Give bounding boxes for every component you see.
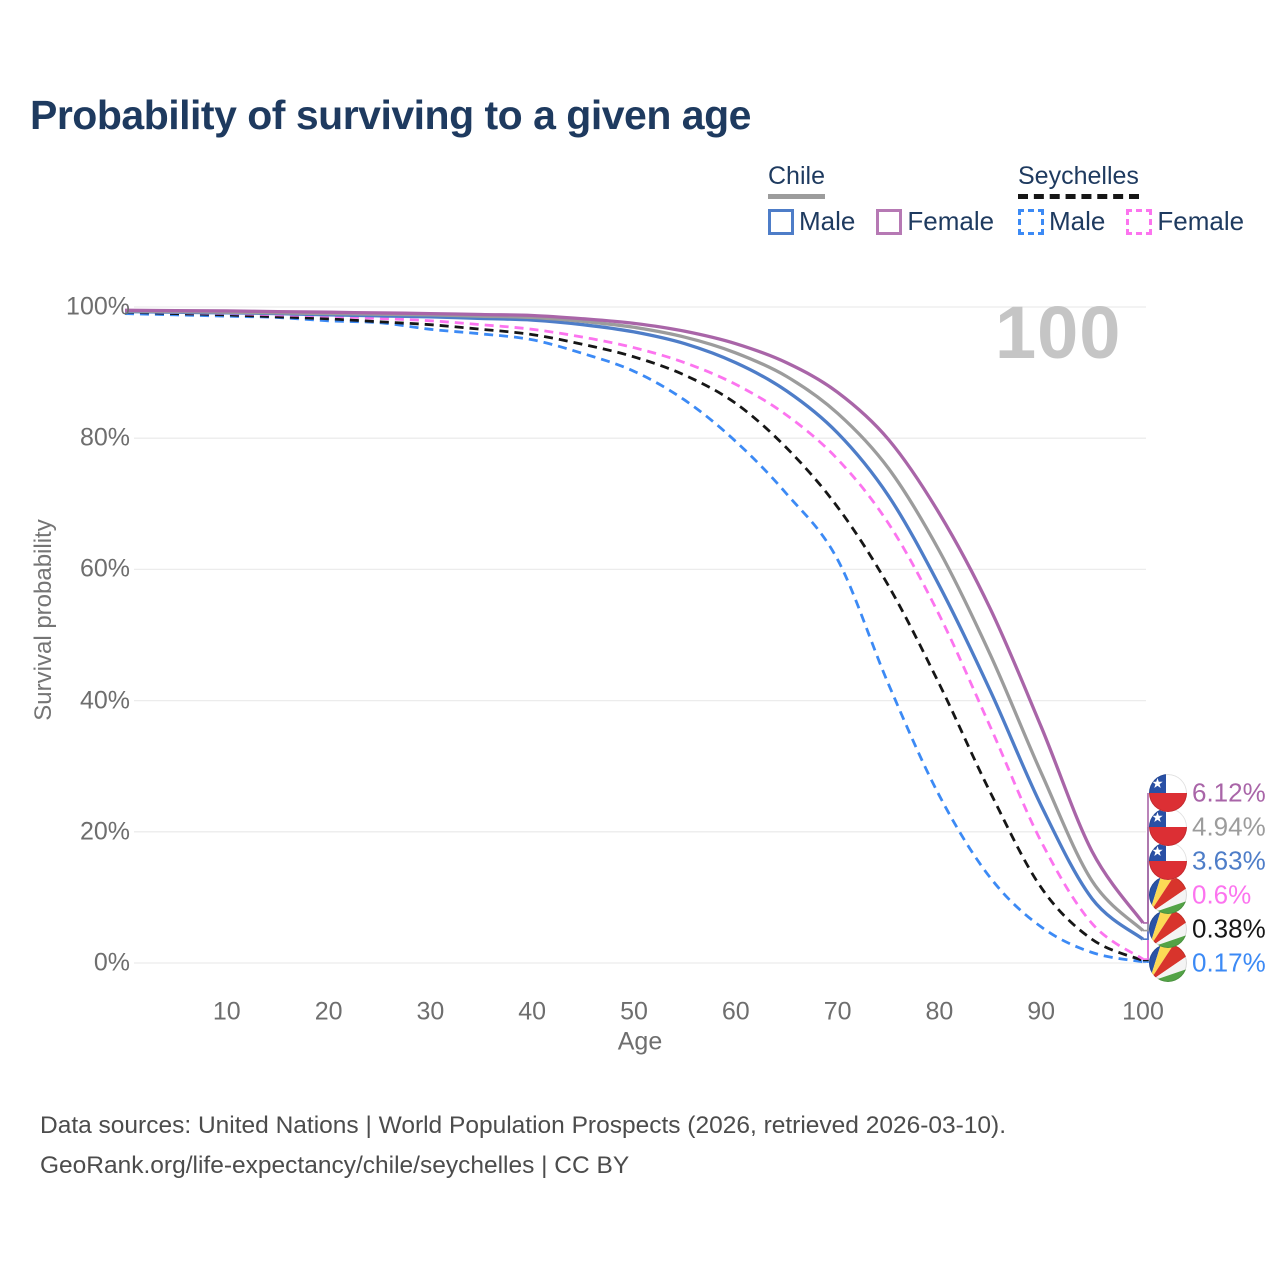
end-label-connector-chile-female — [1143, 793, 1149, 924]
y-tick-label-20: 20% — [79, 817, 130, 846]
legend-seychelles-title[interactable]: Seychelles — [1018, 162, 1139, 199]
legend-item-seychelles-male[interactable]: Male — [1018, 206, 1105, 237]
legend-chile-items: Male Female — [768, 206, 994, 237]
legend-checkbox-seychelles-female[interactable] — [1126, 208, 1153, 235]
x-tick-label-90: 90 — [1027, 997, 1056, 1026]
footer: Data sources: United Nations | World Pop… — [40, 1106, 1006, 1185]
y-tick-label-80: 80% — [79, 423, 130, 452]
legend-item-seychelles-female[interactable]: Female — [1126, 206, 1244, 237]
seychelles-flag-icon — [1149, 876, 1187, 914]
legend-checkbox-chile-male[interactable] — [768, 208, 794, 235]
end-value-label-seychelles-female: 0.6% — [1192, 879, 1252, 910]
x-tick-label-30: 30 — [416, 997, 445, 1026]
page-title: Probability of surviving to a given age — [30, 92, 751, 138]
x-tick-label-40: 40 — [518, 997, 547, 1026]
legend-seychelles-items: Male Female — [1018, 206, 1244, 237]
seychelles-flag-icon — [1149, 910, 1187, 948]
end-value-label-chile-female: 6.12% — [1192, 777, 1266, 808]
end-label-connector-seychelles-male — [1143, 961, 1149, 963]
legend-group-chile: Chile Male Female — [768, 162, 994, 237]
x-tick-label-10: 10 — [212, 997, 241, 1026]
legend-item-chile-male[interactable]: Male — [768, 206, 855, 237]
x-axis-title: Age — [617, 1027, 663, 1056]
legend-checkbox-chile-female[interactable] — [876, 208, 903, 235]
x-tick-label-80: 80 — [925, 997, 954, 1026]
end-value-label-seychelles-male: 0.17% — [1192, 947, 1266, 978]
x-tick-label-100: 100 — [1122, 997, 1164, 1026]
end-value-label-chile-all: 4.94% — [1192, 811, 1266, 842]
legend-label-seychelles-male: Male — [1049, 206, 1106, 236]
series-line-chile-female[interactable] — [124, 308, 1145, 924]
series-line-chile-male[interactable] — [124, 309, 1145, 941]
chile-flag-icon — [1149, 808, 1187, 846]
x-tick-label-70: 70 — [823, 997, 852, 1026]
y-tick-label-0: 0% — [93, 948, 130, 977]
x-tick-label-60: 60 — [721, 997, 750, 1026]
legend-group-seychelles: Seychelles Male Female — [1018, 162, 1244, 237]
legend-item-chile-female[interactable]: Female — [876, 206, 994, 237]
legend-label-chile-male: Male — [799, 206, 856, 236]
legend-label-chile-female: Female — [907, 206, 995, 236]
chile-flag-icon — [1149, 842, 1187, 880]
legend-chile-title[interactable]: Chile — [768, 162, 825, 199]
y-tick-label-40: 40% — [79, 686, 130, 715]
series-line-chile-all[interactable] — [124, 309, 1145, 932]
footer-attribution: GeoRank.org/life-expectancy/chile/seyche… — [40, 1151, 630, 1179]
series-line-seychelles-male[interactable] — [124, 312, 1144, 964]
chile-flag-icon — [1149, 774, 1187, 812]
end-value-label-chile-male: 3.63% — [1192, 845, 1266, 876]
series-line-seychelles-female[interactable] — [124, 310, 1144, 961]
seychelles-flag-icon — [1149, 944, 1187, 982]
series-line-seychelles-all[interactable] — [124, 310, 1144, 962]
x-tick-label-20: 20 — [314, 997, 343, 1026]
y-tick-label-60: 60% — [79, 554, 130, 583]
footer-data-sources: Data sources: United Nations | World Pop… — [40, 1112, 1007, 1139]
age-watermark: 100 — [995, 291, 1122, 374]
x-tick-label-50: 50 — [620, 997, 648, 1026]
legend-label-seychelles-female: Female — [1157, 206, 1245, 236]
legend-checkbox-seychelles-male[interactable] — [1018, 208, 1044, 235]
end-value-label-seychelles-all: 0.38% — [1192, 913, 1266, 944]
y-tick-label-100: 100% — [66, 292, 130, 321]
